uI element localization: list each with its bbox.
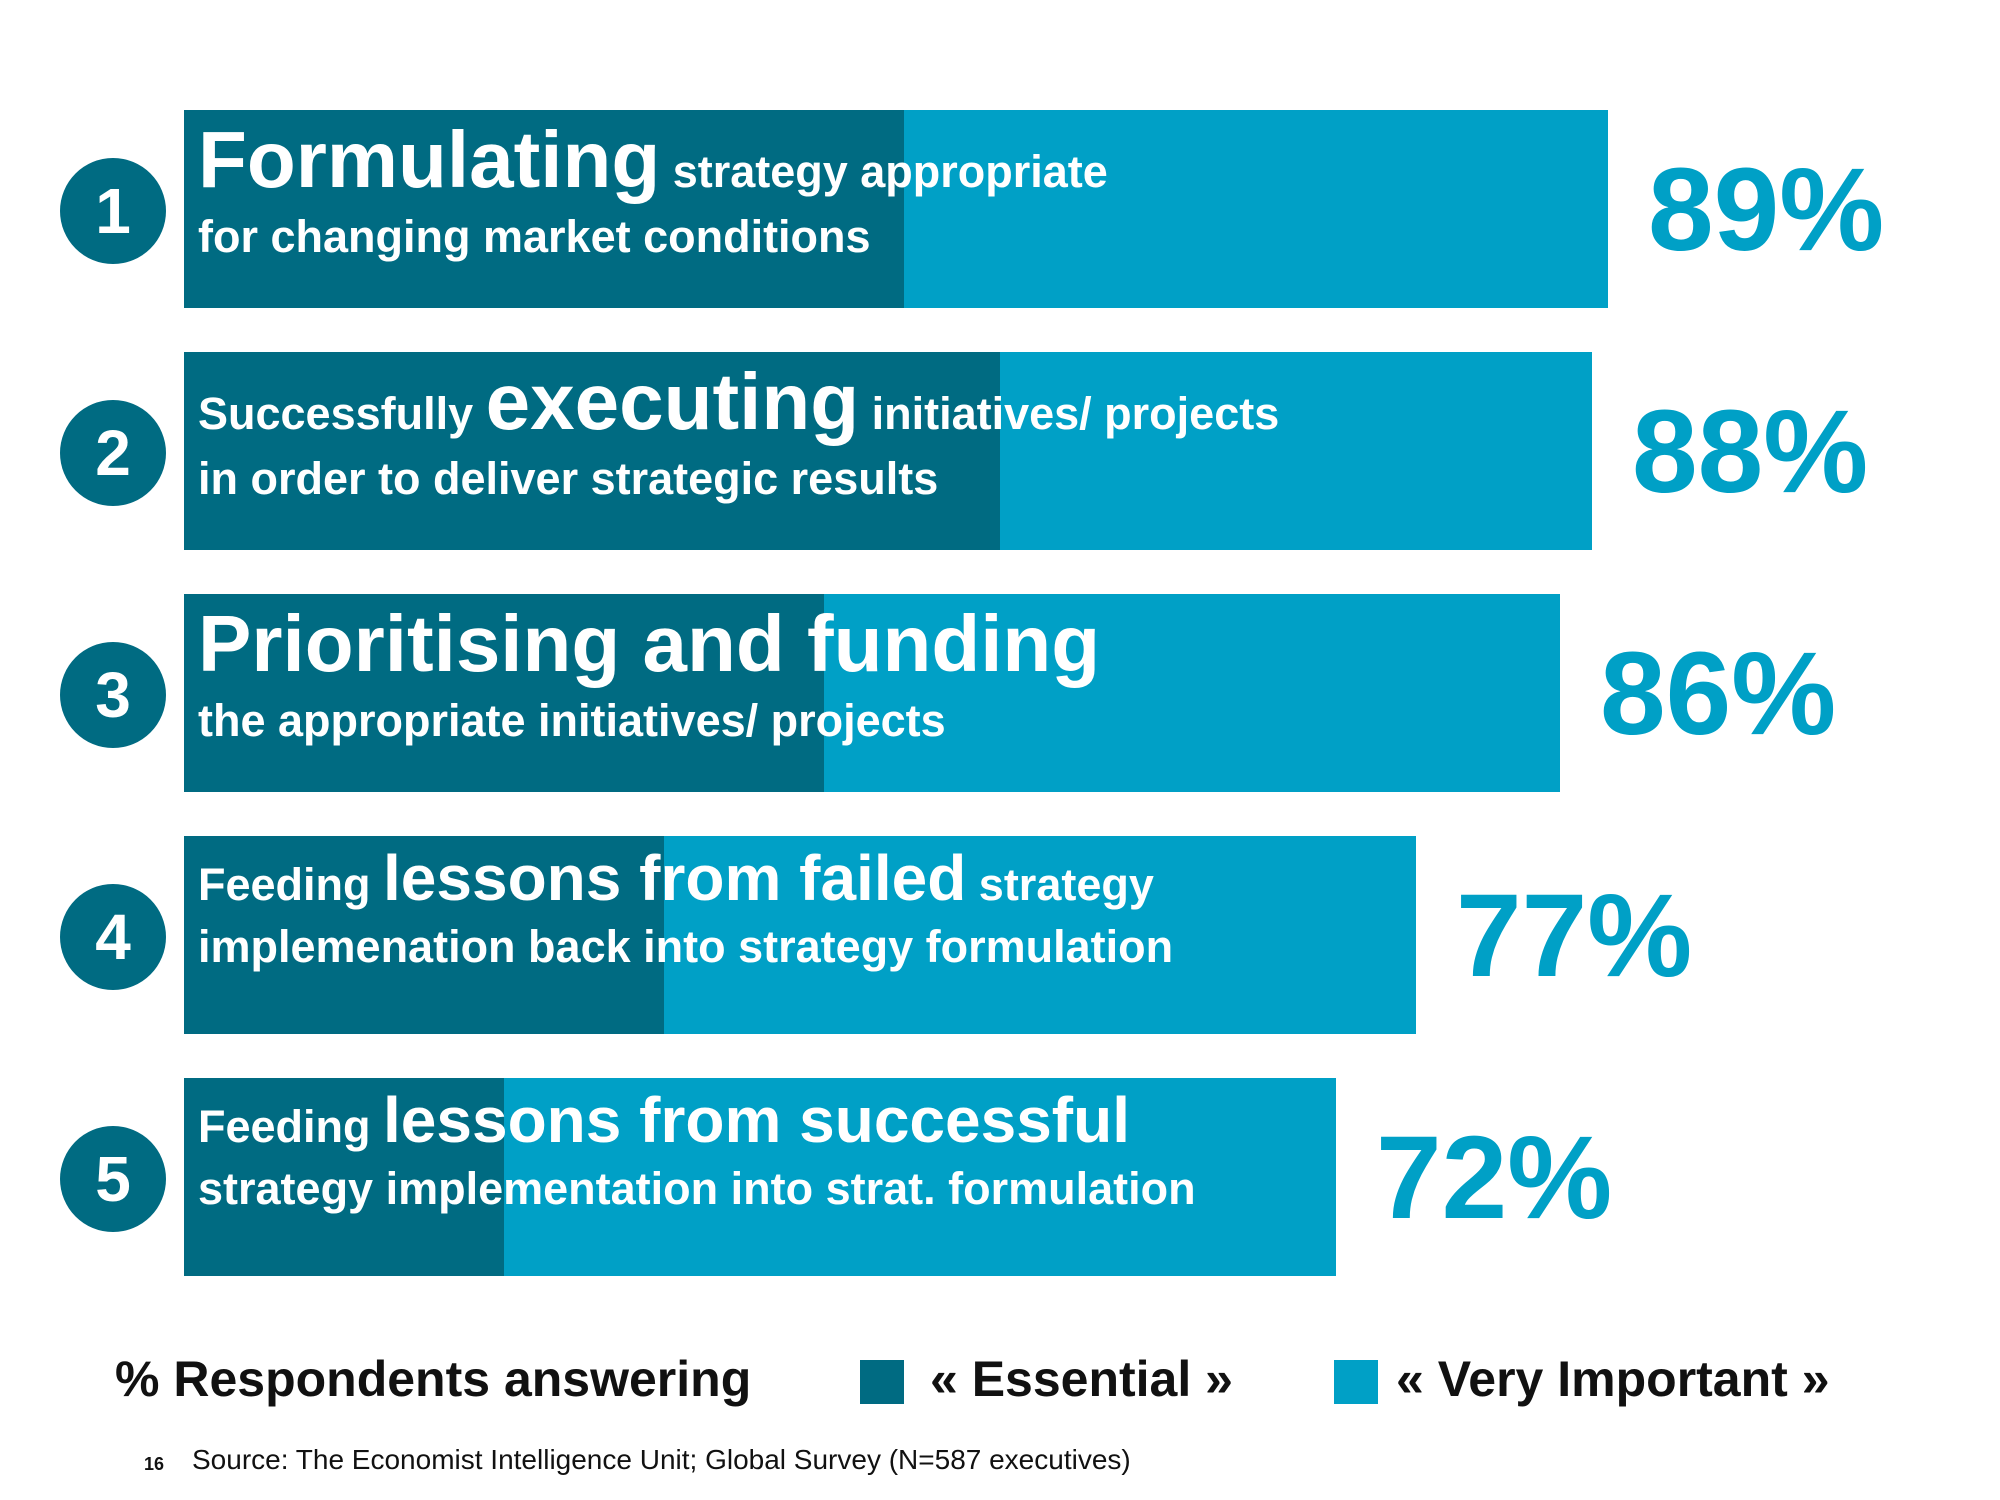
bar-label: Formulating strategy appropriate for chan…: [198, 120, 1598, 260]
source-note: Source: The Economist Intelligence Unit;…: [192, 1444, 1131, 1475]
legend-title: % Respondents answering: [115, 1351, 752, 1407]
rank-number-badge: 3: [60, 642, 166, 748]
rank-number-badge: 2: [60, 400, 166, 506]
bar-label-segment: Prioritising and funding: [198, 599, 1101, 688]
bar-label-segment: the appropriate initiatives/ projects: [198, 695, 946, 746]
bar-label-segment: strategy: [966, 859, 1154, 910]
total-percent-label: 88%: [1632, 386, 1869, 518]
legend-label-essential: « Essential »: [930, 1351, 1233, 1407]
bar-label-line: the appropriate initiatives/ projects: [198, 698, 1598, 743]
bar-label: Successfully executing initiatives/ proj…: [198, 362, 1598, 502]
bar-label-line: Prioritising and funding: [198, 604, 1598, 684]
bar-row: 1 Formulating strategy appropriate for cha…: [0, 110, 2000, 310]
bar-label-segment: lessons from failed: [383, 842, 967, 914]
legend-label-very-important: « Very Important »: [1396, 1351, 1830, 1407]
bar-label-line: Successfully executing initiatives/ proj…: [198, 362, 1598, 442]
total-percent-label: 77%: [1456, 870, 1693, 1002]
legend-swatch-essential: [860, 1360, 904, 1404]
total-percent-label: 72%: [1376, 1112, 1613, 1244]
bar-label-line: Feeding lessons from successful: [198, 1088, 1598, 1152]
bar-essential: [184, 836, 664, 1034]
bar-label-segment: Formulating: [198, 115, 661, 204]
total-percent-label: 89%: [1648, 144, 1885, 276]
bar-label-segment: in order to deliver strategic results: [198, 453, 939, 504]
bar-label: Feeding lessons from failed strategy impl…: [198, 846, 1598, 969]
bar-label-segment: strategy appropriate: [660, 146, 1108, 197]
bar-label-segment: Feeding: [198, 1101, 384, 1152]
bar-label-segment: lessons from successful: [383, 1084, 1130, 1156]
legend: % Respondents answering « Essential » « …: [0, 1340, 2000, 1420]
bar-essential: [184, 594, 824, 792]
bar-label-line: for changing market conditions: [198, 214, 1598, 259]
bar-label-segment: strategy implementation into strat. form…: [198, 1163, 1196, 1214]
bar-row: 4 Feeding lessons from failed strategy imp…: [0, 836, 2000, 1036]
bar-label-segment: for changing market conditions: [198, 211, 871, 262]
bar-label-line: Formulating strategy appropriate: [198, 120, 1598, 200]
bar-essential: [184, 352, 1000, 550]
bar-essential: [184, 110, 904, 308]
bar-label-line: in order to deliver strategic results: [198, 456, 1598, 501]
bar-row: 3 Prioritising and funding the appropriate…: [0, 594, 2000, 794]
total-percent-label: 86%: [1600, 628, 1837, 760]
rank-number-badge: 4: [60, 884, 166, 990]
bar-label-line: Feeding lessons from failed strategy: [198, 846, 1598, 910]
bar-label: Feeding lessons from successful strategy …: [198, 1088, 1598, 1211]
bar-essential: [184, 1078, 504, 1276]
rank-number-badge: 1: [60, 158, 166, 264]
bar-label-segment: initiatives/ projects: [859, 388, 1280, 439]
bar-label-segment: Feeding: [198, 859, 384, 910]
rank-number-badge: 5: [60, 1126, 166, 1232]
chart-area: 1 Formulating strategy appropriate for cha…: [0, 110, 2000, 1278]
bar-label-segment: executing: [485, 357, 860, 446]
bar-label: Prioritising and funding the appropriate …: [198, 604, 1598, 744]
bar-label-line: strategy implementation into strat. form…: [198, 1166, 1598, 1211]
bar-label-line: implemenation back into strategy formula…: [198, 924, 1598, 969]
bar-row: 2 Successfully executing initiatives/ pro…: [0, 352, 2000, 552]
bar-label-segment: Successfully: [198, 388, 486, 439]
footer: 16 Source: The Economist Intelligence Un…: [0, 1440, 2000, 1490]
legend-swatch-very-important: [1334, 1360, 1378, 1404]
page-number: 16: [144, 1454, 165, 1474]
bar-label-segment: implemenation back into strategy formula…: [198, 921, 1174, 972]
bar-row: 5 Feeding lessons from successful strategy…: [0, 1078, 2000, 1278]
